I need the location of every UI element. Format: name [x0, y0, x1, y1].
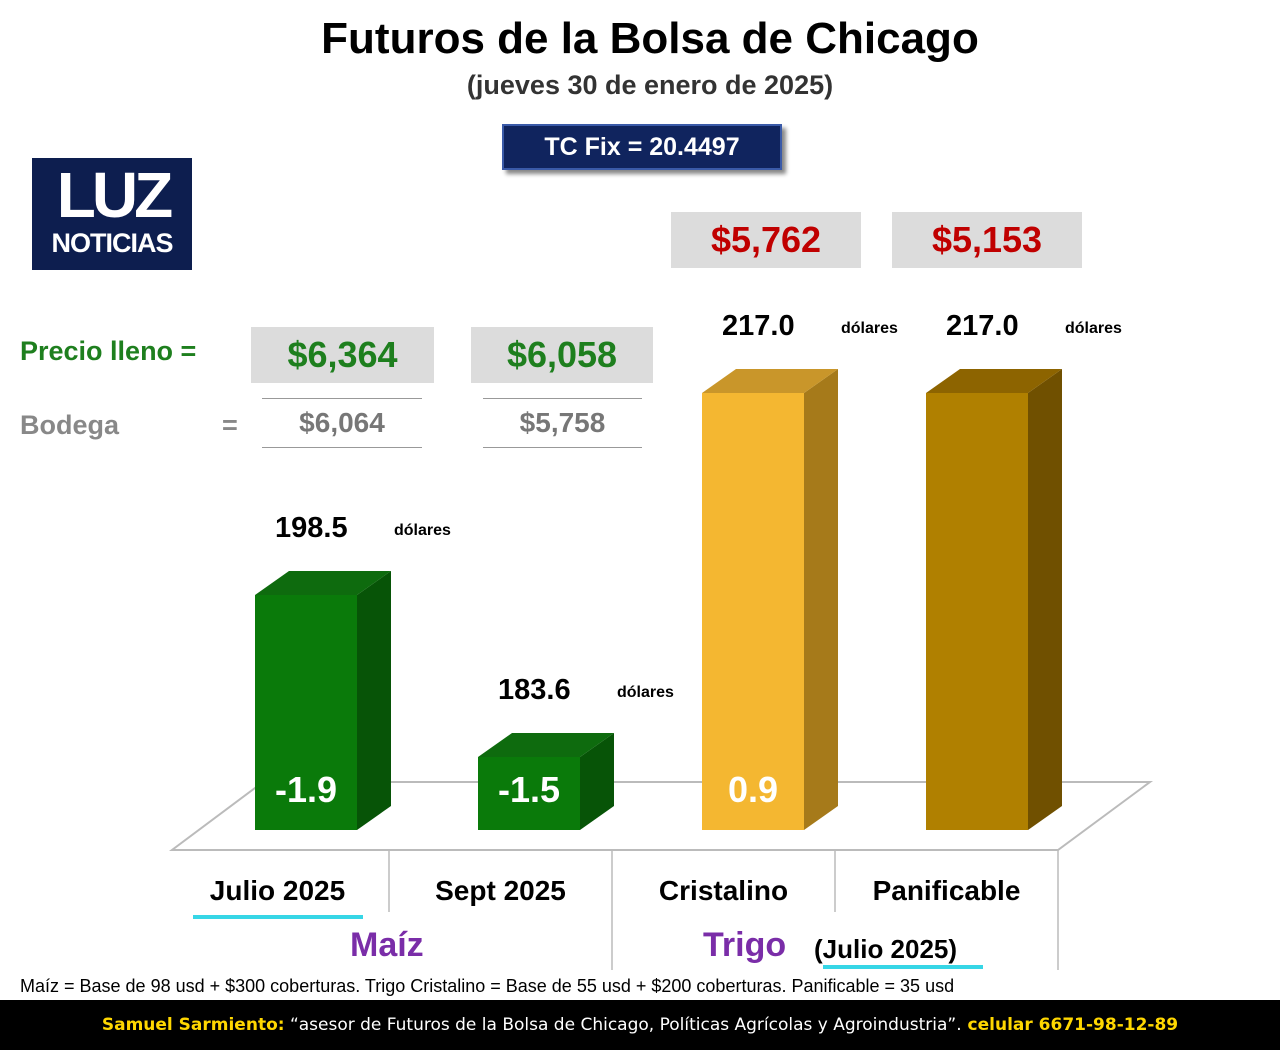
- exchange-rate-badge: TC Fix = 20.4497: [502, 124, 782, 170]
- luz-noticias-logo: LUZ NOTICIAS: [32, 158, 192, 270]
- bar-front: [702, 393, 804, 830]
- footnote: Maíz = Base de 98 usd + $300 coberturas.…: [20, 976, 955, 996]
- chart-floor: [168, 781, 1154, 970]
- bodega-sept: $5,758: [483, 398, 642, 448]
- bar-front: [926, 393, 1028, 830]
- group-label-trigo: Trigo: [703, 926, 787, 964]
- footer-phone: celular 6671-98-12-89: [961, 1015, 1179, 1035]
- category-label-panificable: Panificable: [872, 875, 1021, 906]
- category-label-julio: Julio 2025: [209, 875, 346, 906]
- logo-text-top: LUZ: [56, 159, 173, 231]
- bar-value-label: 198.5: [275, 512, 348, 544]
- bodega-equals: =: [222, 410, 238, 440]
- footer-text: “asesor de Futuros de la Bolsa de Chicag…: [284, 1015, 962, 1035]
- bar-front: [478, 757, 580, 830]
- price-panificable: $5,153: [892, 212, 1082, 268]
- trigo-contract-note: (Julio 2025): [814, 934, 958, 964]
- bar-unit-label: dólares: [394, 522, 451, 539]
- bar-top: [702, 369, 838, 393]
- page-subtitle: (jueves 30 de enero de 2025): [466, 70, 834, 100]
- bar-julio-2025: 198.5 dólares -1.9: [255, 512, 451, 830]
- category-label-sept: Sept 2025: [435, 875, 566, 906]
- bar-side: [357, 571, 391, 830]
- chart-bars: 198.5 dólares -1.9 183.6 dólares -1.5 217.0 dól…: [255, 310, 1122, 830]
- precio-lleno-label: Precio lleno =: [20, 336, 197, 366]
- price-cristalino: $5,762: [671, 212, 861, 268]
- bodega-julio: $6,064: [262, 398, 422, 448]
- bar-unit-label: dólares: [1065, 320, 1122, 337]
- underline-trigo-note: [823, 965, 983, 969]
- bar-side: [804, 369, 838, 830]
- precio-lleno-sept: $6,058: [471, 327, 653, 383]
- bar-value-label: 217.0: [946, 310, 1019, 342]
- bar-sept-2025: 183.6 dólares -1.5: [478, 674, 674, 830]
- footer-name: Samuel Sarmiento:: [101, 1015, 285, 1035]
- bar-change-label: -1.5: [498, 769, 560, 810]
- bar-cristalino: 217.0 dólares 0.9: [702, 310, 898, 830]
- bar-unit-label: dólares: [617, 684, 674, 701]
- bar-top: [926, 369, 1062, 393]
- bar-value-label: 183.6: [498, 674, 571, 706]
- bar-top: [478, 733, 614, 757]
- bar-chart: 198.5 dólares -1.9 183.6 dólares -1.5 217.0 dól…: [168, 310, 1154, 970]
- bar-front: [255, 595, 357, 830]
- underline-julio: [193, 915, 363, 919]
- bar-panificable: 217.0 dólares: [926, 310, 1122, 830]
- bar-side: [1028, 369, 1062, 830]
- bar-side: [580, 733, 614, 830]
- bar-top: [255, 571, 391, 595]
- bar-change-label: 0.9: [728, 769, 778, 810]
- logo-text-bottom: NOTICIAS: [51, 228, 173, 258]
- chart-floor-plane: [168, 781, 1154, 851]
- footer-bar: Samuel Sarmiento: “asesor de Futuros de …: [0, 1000, 1280, 1050]
- bar-unit-label: dólares: [841, 320, 898, 337]
- group-label-maiz: Maíz: [350, 926, 424, 964]
- page-title: Futuros de la Bolsa de Chicago: [321, 14, 979, 63]
- bodega-label: Bodega: [20, 410, 120, 440]
- category-label-cristalino: Cristalino: [658, 875, 789, 906]
- bar-change-label: -1.9: [275, 769, 337, 810]
- precio-lleno-julio: $6,364: [251, 327, 434, 383]
- bar-value-label: 217.0: [722, 310, 795, 342]
